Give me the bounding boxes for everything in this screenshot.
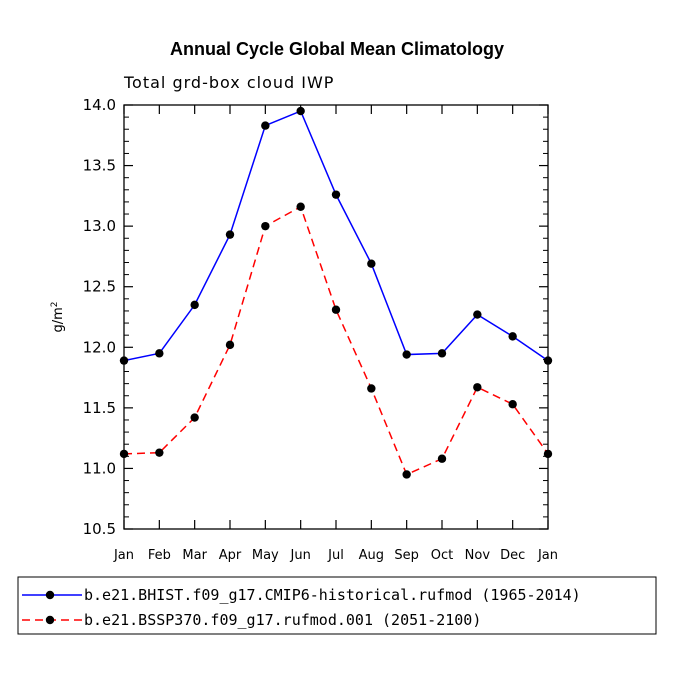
series-1-line [123,110,549,362]
series-1-point [473,310,482,319]
series-2-point [331,305,341,314]
y-tick-label: 10.5 [83,520,116,538]
series-2-point [367,384,376,393]
series-2-line [123,205,549,476]
y-tick-label: 11.5 [83,399,116,417]
y-tick-label: 11.0 [83,459,116,477]
series-2-point [261,221,270,231]
series-1-point [296,106,305,116]
x-tick-label: Jan [113,548,134,563]
chart-subtitle: Total grd-box cloud IWP [123,73,334,92]
x-tick-label: Sep [394,548,419,563]
series-2-point [296,202,305,211]
series-2-point [473,383,482,392]
series-1-point [402,350,411,359]
series-1-point [190,300,199,310]
series-1-point [225,230,235,239]
series-2-point [190,413,199,422]
series-2-point [437,454,447,463]
legend-label-1: b.e21.BHIST.f09_g17.CMIP6-historical.ruf… [84,586,581,604]
legend-marker-1 [45,590,55,600]
x-tick-label: May [252,548,279,563]
legend-box [17,576,657,635]
plot-frame [123,104,549,530]
x-tick-label: Oct [431,548,453,563]
series-layer [119,106,553,479]
x-tick-label: Jun [290,548,311,563]
series-2-point [155,448,164,457]
y-tick-label: 12.5 [83,278,116,296]
series-1-point [508,332,517,341]
series-2-point [225,340,235,350]
y-tick-label: 12.0 [83,338,116,356]
series-2-point [508,400,517,409]
x-tick-label: Apr [219,548,242,563]
legend-label-2: b.e21.BSSP370.f09_g17.rufmod.001 (2051-2… [84,611,481,629]
series-1-point [437,349,447,358]
x-tick-label: Feb [148,548,171,563]
x-tick-label: Jan [537,548,558,563]
x-tick-label: Mar [182,548,207,563]
series-1-point [155,349,164,358]
chart-title: Annual Cycle Global Mean Climatology [170,39,504,59]
x-tick-label: Aug [359,548,384,563]
series-2-point [402,470,411,479]
legend: b.e21.BHIST.f09_g17.CMIP6-historical.ruf… [17,576,657,635]
y-tick-label: 14.0 [83,96,116,114]
series-1-point [367,259,376,268]
y-axis-label-superscript: 2 [50,301,60,307]
x-tick-label: Jul [327,548,344,563]
ticks-layer: 10.5 11.0 11.5 12.0 12.5 13.0 13.5 14.0 Jan Feb Ma… [83,96,558,563]
y-tick-label: 13.0 [83,217,116,235]
series-1-point [331,190,341,199]
legend-marker-2 [45,615,55,625]
x-tick-label: Dec [500,548,525,563]
y-tick-label: 13.5 [83,157,116,175]
y-axis-label: g/m2 [50,301,66,332]
series-1-point [261,121,270,130]
y-axis-label-unit: g/m [51,307,66,332]
x-tick-label: Nov [465,548,491,563]
